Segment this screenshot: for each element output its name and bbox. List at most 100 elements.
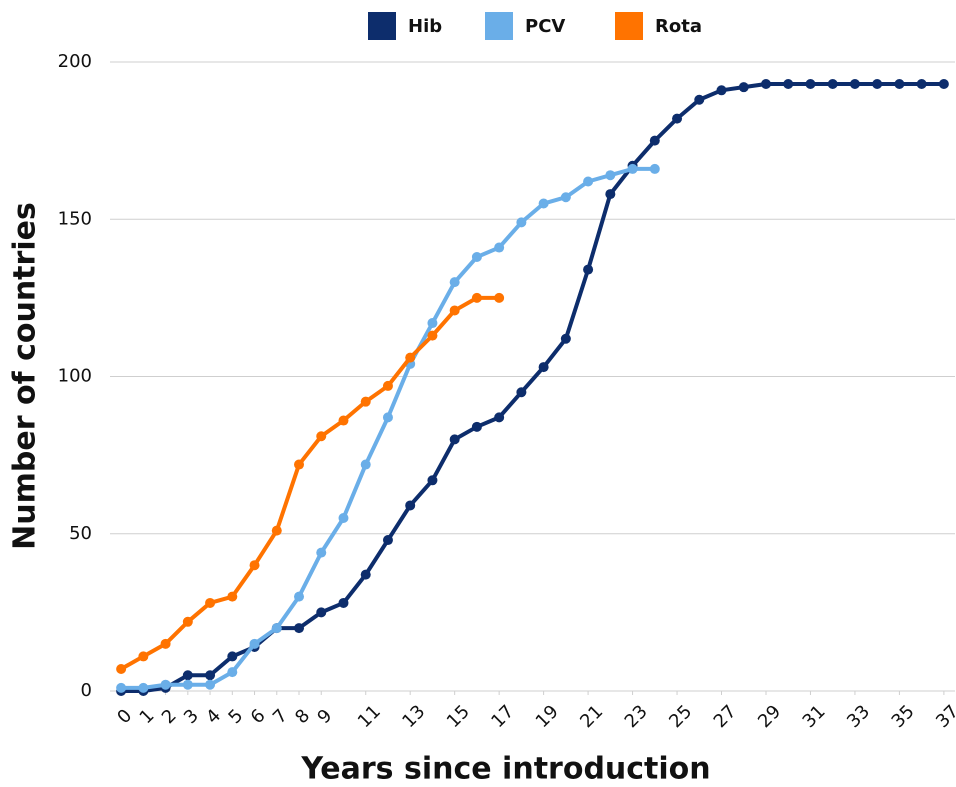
x-tick-label: 0 xyxy=(113,705,136,728)
legend-swatch xyxy=(485,12,513,40)
x-tick-label: 23 xyxy=(621,701,652,732)
x-tick-label: 3 xyxy=(180,705,203,728)
point xyxy=(405,500,416,511)
point xyxy=(294,623,305,634)
x-tick-label: 2 xyxy=(158,705,181,728)
legend-swatch xyxy=(368,12,396,40)
x-tick-label: 5 xyxy=(224,705,247,728)
legend-swatch xyxy=(615,12,643,40)
legend-label: Rota xyxy=(655,16,702,37)
point xyxy=(338,597,349,608)
y-tick-label: 200 xyxy=(58,51,92,72)
point xyxy=(605,189,616,200)
x-tick-label: 19 xyxy=(532,701,563,732)
point xyxy=(494,292,505,303)
point xyxy=(316,547,327,558)
x-tick-label: 33 xyxy=(843,701,874,732)
point xyxy=(449,277,460,288)
point xyxy=(205,670,216,681)
point xyxy=(182,616,193,627)
point xyxy=(560,192,571,203)
point xyxy=(449,305,460,316)
y-axis-title: Number of countries xyxy=(8,202,43,550)
x-tick-label: 21 xyxy=(576,701,607,732)
point xyxy=(182,670,193,681)
x-tick-label: 9 xyxy=(313,705,336,728)
x-tick-label: 27 xyxy=(710,701,741,732)
point xyxy=(316,607,327,618)
x-axis-title: Years since introduction xyxy=(300,752,710,787)
point xyxy=(360,459,371,470)
point xyxy=(338,513,349,524)
y-tick-label: 50 xyxy=(69,523,92,544)
point xyxy=(716,85,727,96)
point xyxy=(827,79,838,90)
point xyxy=(205,679,216,690)
point xyxy=(182,679,193,690)
point xyxy=(872,79,883,90)
point xyxy=(938,79,949,90)
point xyxy=(471,251,482,262)
point xyxy=(760,79,771,90)
series-line xyxy=(121,82,944,693)
point xyxy=(427,475,438,486)
point xyxy=(160,638,171,649)
point xyxy=(538,198,549,209)
point xyxy=(271,623,282,634)
x-tick-label: 8 xyxy=(291,705,314,728)
series-line xyxy=(120,295,500,671)
point xyxy=(405,352,416,363)
point xyxy=(783,79,794,90)
x-tick-label: 17 xyxy=(487,701,518,732)
point xyxy=(494,412,505,423)
x-tick-label: 35 xyxy=(888,701,919,732)
point xyxy=(382,380,393,391)
point xyxy=(227,651,238,662)
point xyxy=(138,682,149,693)
x-tick-label: 1 xyxy=(136,705,159,728)
point xyxy=(738,82,749,93)
point xyxy=(805,79,816,90)
point xyxy=(516,387,527,398)
x-tick-label: 7 xyxy=(269,705,292,728)
x-tick-label: 11 xyxy=(354,701,385,732)
point xyxy=(294,459,305,470)
x-tick-label: 37 xyxy=(932,701,956,732)
legend-label: Hib xyxy=(408,16,442,37)
point xyxy=(116,663,127,674)
point xyxy=(427,330,438,341)
point xyxy=(649,163,660,174)
point xyxy=(382,412,393,423)
x-tick-label: 6 xyxy=(247,705,270,728)
x-tick-label: 29 xyxy=(754,701,785,732)
point xyxy=(338,415,349,426)
point xyxy=(538,362,549,373)
point xyxy=(916,79,927,90)
point xyxy=(294,591,305,602)
point xyxy=(583,176,594,187)
point xyxy=(494,242,505,253)
point xyxy=(694,94,705,105)
point xyxy=(227,667,238,678)
y-tick-label: 150 xyxy=(58,208,92,229)
point xyxy=(227,591,238,602)
point xyxy=(471,421,482,432)
point xyxy=(627,163,638,174)
point xyxy=(449,434,460,445)
point xyxy=(471,292,482,303)
y-tick-label: 0 xyxy=(81,680,92,701)
point xyxy=(360,569,371,580)
x-tick-label: 13 xyxy=(398,701,429,732)
point xyxy=(849,79,860,90)
point xyxy=(249,560,260,571)
x-tick-label: 4 xyxy=(202,705,225,728)
point xyxy=(427,318,438,329)
x-tick-label: 25 xyxy=(665,701,696,732)
point xyxy=(605,170,616,181)
point xyxy=(516,217,527,228)
legend-label: PCV xyxy=(525,16,565,37)
point xyxy=(271,525,282,536)
point xyxy=(249,638,260,649)
point xyxy=(583,264,594,275)
